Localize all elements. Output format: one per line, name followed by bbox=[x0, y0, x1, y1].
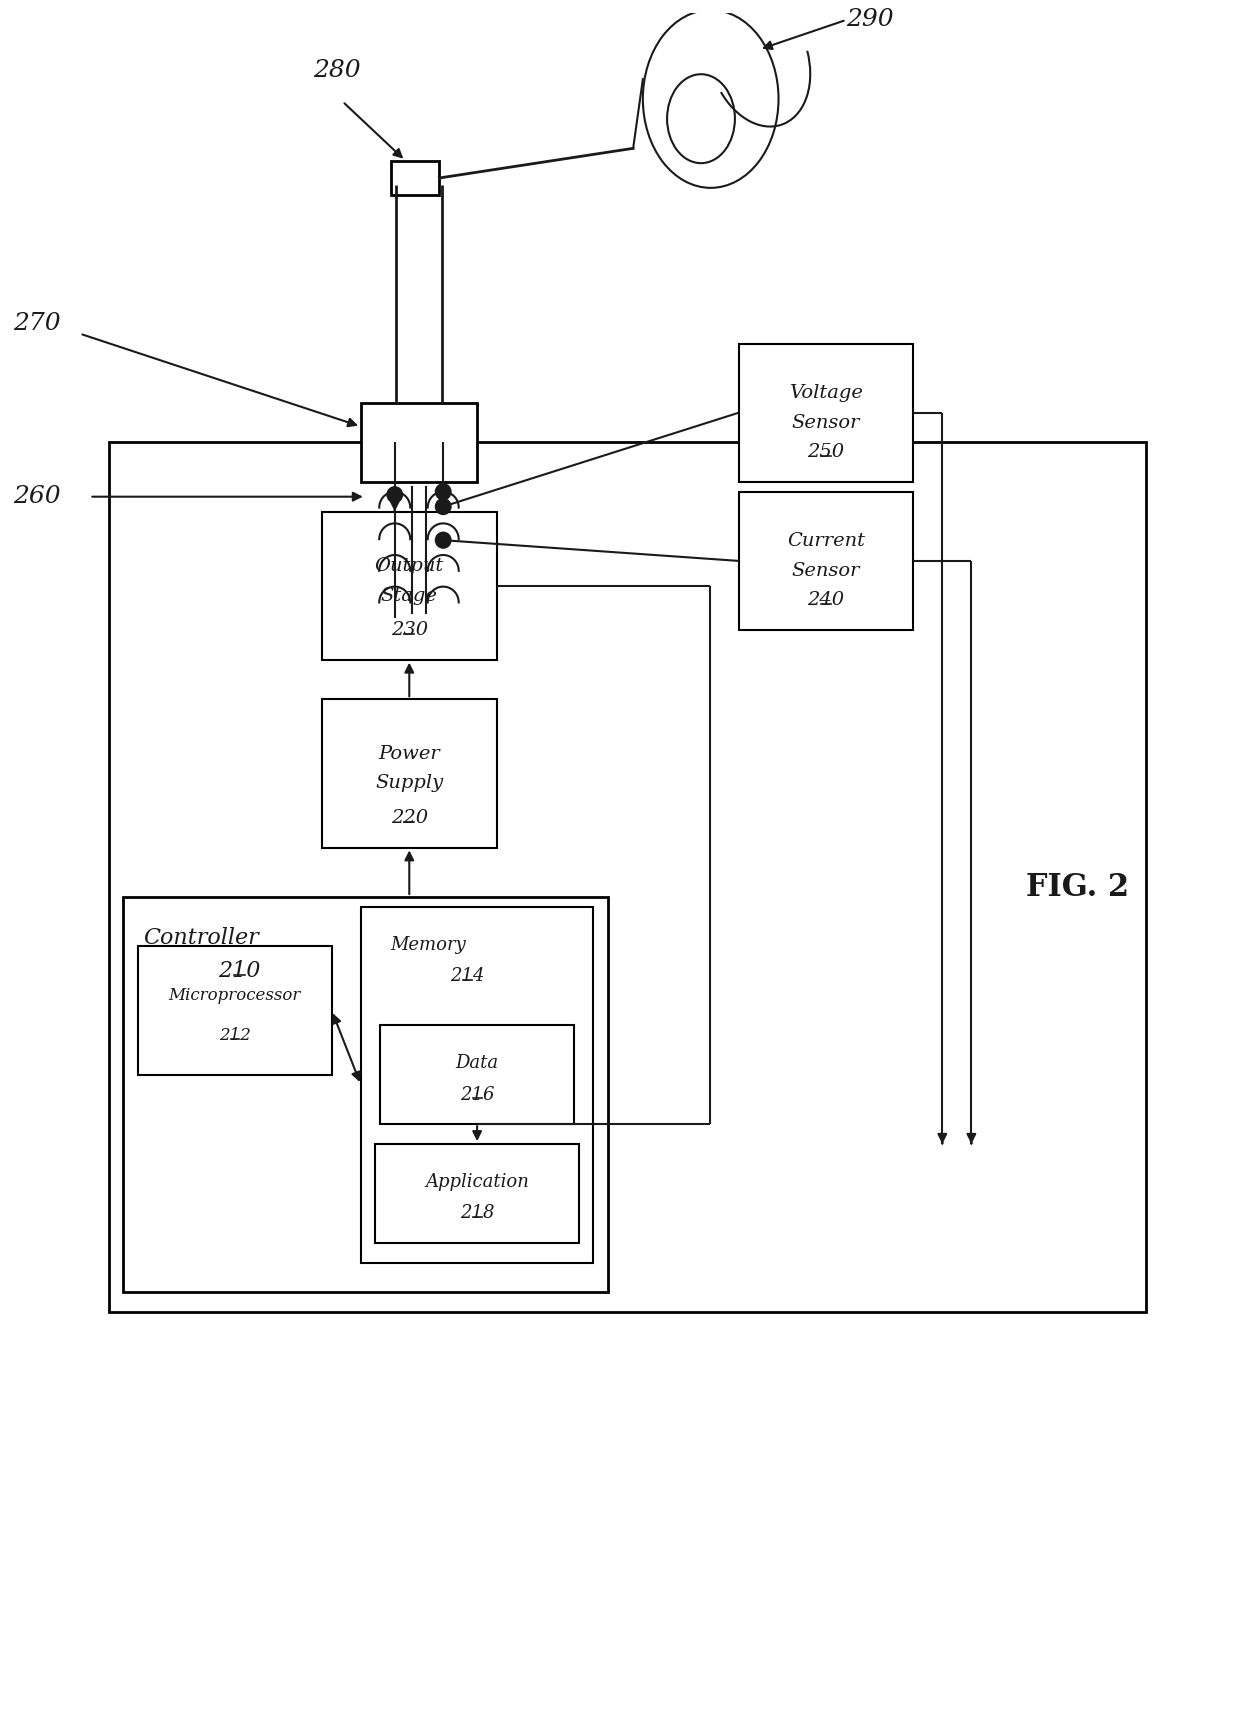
Bar bbox=[739, 343, 913, 482]
Text: Application: Application bbox=[425, 1172, 529, 1191]
Text: Voltage: Voltage bbox=[789, 383, 863, 402]
Bar bbox=[361, 907, 594, 1262]
Bar bbox=[109, 442, 1146, 1313]
Text: Output: Output bbox=[374, 557, 444, 576]
Text: Sensor: Sensor bbox=[792, 414, 861, 432]
Text: 230: 230 bbox=[391, 621, 428, 640]
Bar bbox=[322, 699, 496, 848]
Circle shape bbox=[387, 487, 403, 503]
Text: Supply: Supply bbox=[376, 775, 444, 792]
Text: 214: 214 bbox=[450, 968, 485, 985]
Bar bbox=[381, 1025, 574, 1124]
Circle shape bbox=[435, 499, 451, 515]
Bar bbox=[391, 161, 439, 196]
Text: 240: 240 bbox=[807, 591, 844, 609]
Text: Microprocessor: Microprocessor bbox=[169, 987, 301, 1004]
Text: Current: Current bbox=[787, 532, 866, 550]
Text: 210: 210 bbox=[218, 961, 260, 981]
Text: 218: 218 bbox=[460, 1203, 495, 1222]
Text: 290: 290 bbox=[847, 9, 894, 31]
Text: Data: Data bbox=[455, 1054, 498, 1072]
Text: 280: 280 bbox=[314, 59, 361, 81]
Bar bbox=[138, 947, 332, 1075]
Text: 260: 260 bbox=[12, 486, 61, 508]
Text: Memory: Memory bbox=[389, 936, 466, 954]
Bar bbox=[739, 492, 913, 629]
Bar bbox=[361, 402, 477, 482]
Bar bbox=[322, 512, 496, 659]
Ellipse shape bbox=[667, 75, 735, 163]
Text: 270: 270 bbox=[12, 312, 61, 335]
Text: 250: 250 bbox=[807, 444, 844, 461]
Circle shape bbox=[435, 532, 451, 548]
Ellipse shape bbox=[642, 10, 779, 187]
Text: Controller: Controller bbox=[143, 926, 258, 948]
Bar bbox=[376, 1144, 579, 1243]
Text: 220: 220 bbox=[391, 808, 428, 827]
Text: Sensor: Sensor bbox=[792, 562, 861, 579]
Text: FIG. 2: FIG. 2 bbox=[1027, 872, 1130, 903]
Text: 216: 216 bbox=[460, 1085, 495, 1103]
Text: Stage: Stage bbox=[381, 586, 438, 605]
Bar bbox=[124, 896, 608, 1292]
Text: 212: 212 bbox=[219, 1027, 250, 1044]
Text: Power: Power bbox=[378, 744, 440, 763]
Circle shape bbox=[435, 484, 451, 499]
